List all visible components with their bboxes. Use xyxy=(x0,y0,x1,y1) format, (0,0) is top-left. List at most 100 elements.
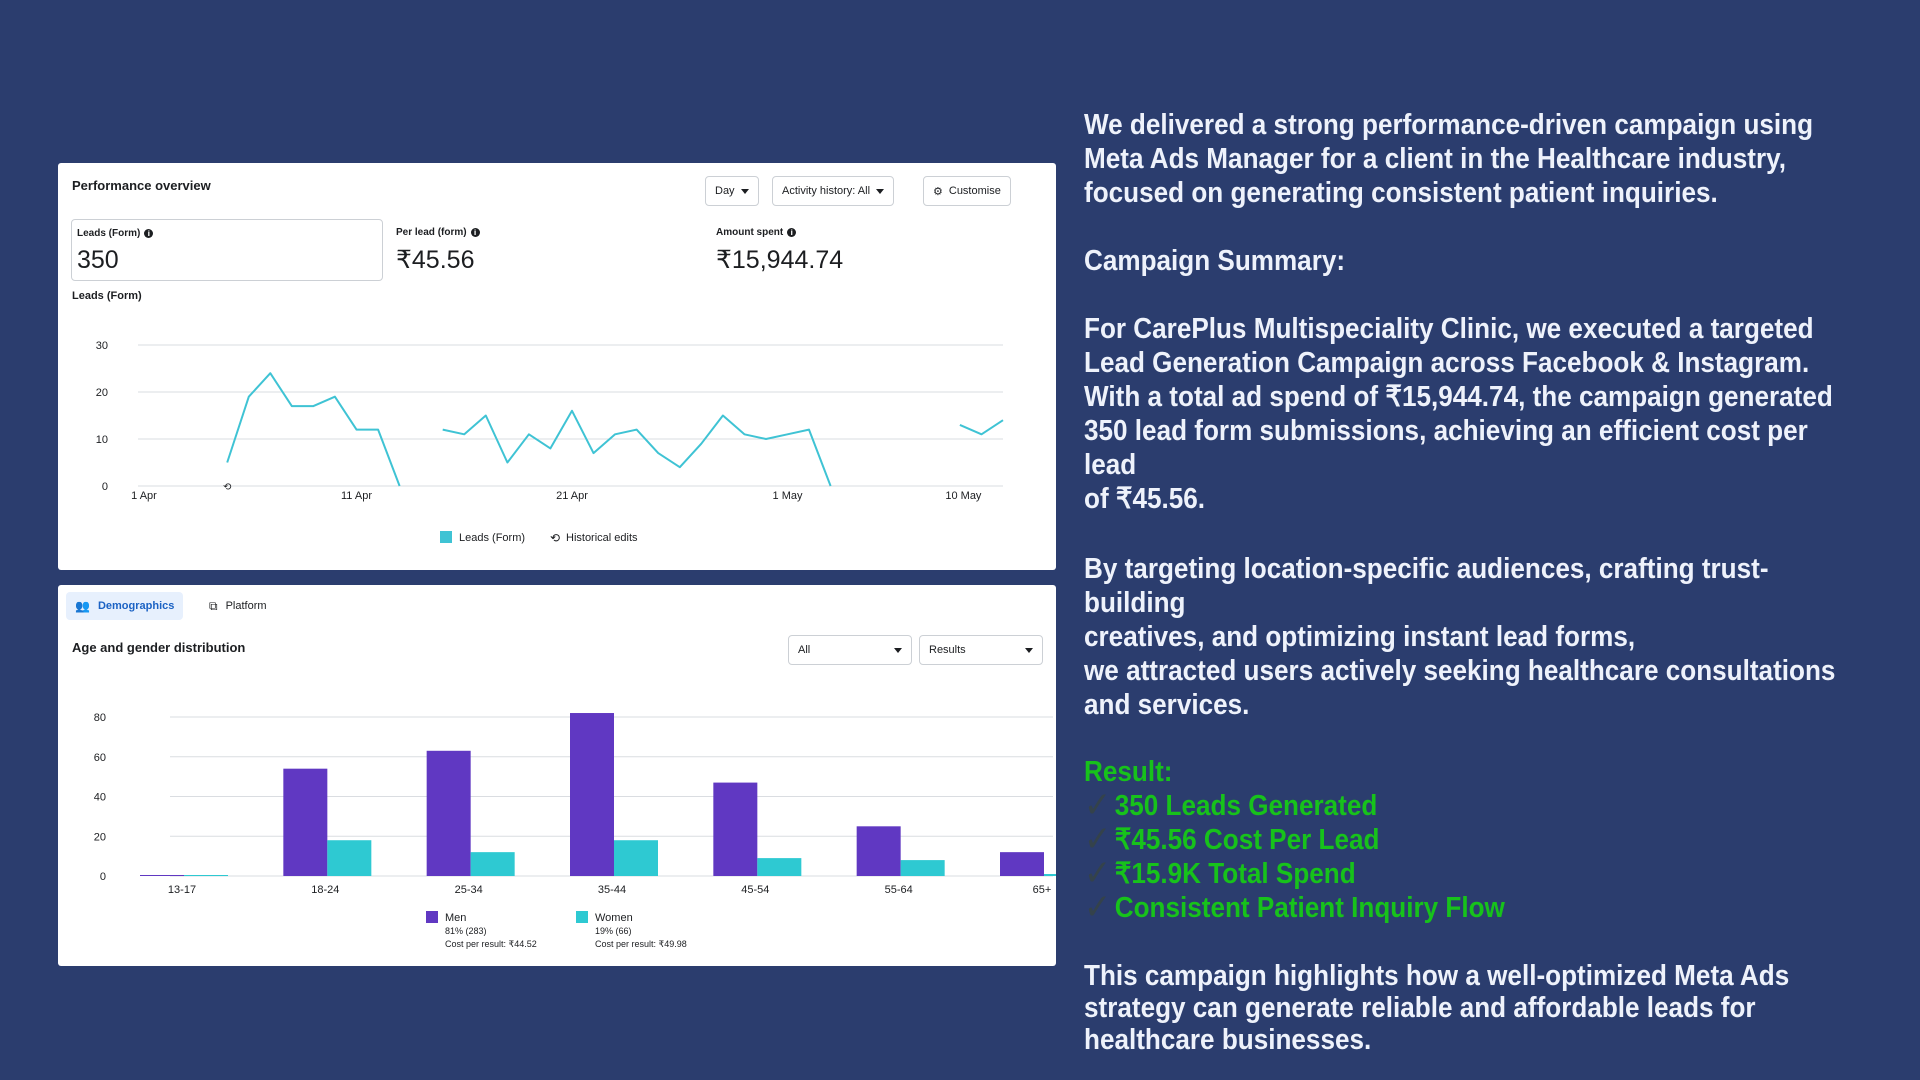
targeting-text: By targeting location-specific audiences… xyxy=(1084,553,1836,721)
y-tick-label: 0 xyxy=(100,871,106,883)
y-tick-label: 20 xyxy=(94,831,106,843)
result-text: ₹15.9K Total Spend xyxy=(1114,858,1356,890)
metric-value: ₹45.56 xyxy=(396,246,475,274)
y-tick-label: 30 xyxy=(96,340,108,352)
y-tick-label: 40 xyxy=(94,792,106,804)
bar-men-45-54 xyxy=(713,782,758,876)
result-text: Consistent Patient Inquiry Flow xyxy=(1114,892,1505,924)
metric-leads[interactable]: Leads (Form) i 350 xyxy=(71,219,383,281)
tab-platform[interactable]: ⧉ Platform xyxy=(200,592,276,620)
metric-label: Per lead (form) i xyxy=(396,227,480,238)
customise-label: Customise xyxy=(948,185,1001,197)
y-tick-label: 20 xyxy=(96,387,108,399)
checkmark-icon: ✓ xyxy=(1084,853,1112,894)
caret-down-icon xyxy=(1025,647,1033,653)
filter-all-dropdown[interactable]: All xyxy=(788,635,912,665)
caret-down-icon xyxy=(876,188,885,194)
info-icon[interactable]: i xyxy=(787,228,797,237)
platform-icon: ⧉ xyxy=(209,598,218,613)
result-item: ✓ ₹15.9K Total Spend xyxy=(1084,853,1840,894)
bar-women-65+ xyxy=(1044,874,1056,876)
y-tick-label: 80 xyxy=(94,712,106,724)
bar-women-35-44 xyxy=(614,840,658,876)
result-item: ✓ 350 Leads Generated xyxy=(1084,785,1840,826)
metric-label-text: Per lead (form) xyxy=(396,227,467,238)
metric-value: ₹15,944.74 xyxy=(716,246,844,274)
x-tick-label: 1 May xyxy=(773,490,803,502)
x-tick-label: 25-34 xyxy=(455,884,483,896)
legend-swatch-women xyxy=(576,911,588,923)
bar-men-18-24 xyxy=(283,768,328,876)
x-tick-label: 13-17 xyxy=(168,884,196,896)
chart-title: Leads (Form) xyxy=(72,290,142,302)
day-dropdown[interactable]: Day xyxy=(705,176,759,206)
metric-label: Leads (Form) i xyxy=(77,228,154,239)
filter-results-dropdown[interactable]: Results xyxy=(919,635,1043,665)
metric-per-lead[interactable]: Per lead (form) i ₹45.56 xyxy=(391,219,691,281)
bar-women-45-54 xyxy=(757,858,802,876)
bar-women-18-24 xyxy=(327,840,372,876)
result-heading: Result: xyxy=(1084,756,1173,788)
metric-amount-spent[interactable]: Amount spent i ₹15,944.74 xyxy=(711,219,1041,281)
info-icon[interactable]: i xyxy=(470,228,480,237)
x-tick-label: 1 Apr xyxy=(131,490,157,502)
x-tick-label: 11 Apr xyxy=(341,490,372,502)
metric-label: Amount spent i xyxy=(716,227,797,238)
legend-label-historical-edits: Historical edits xyxy=(566,532,638,544)
leads-series-line xyxy=(442,409,832,487)
bar-women-13-17 xyxy=(184,875,228,877)
customise-button[interactable]: ⚙ Customise xyxy=(923,176,1011,206)
bar-men-55-64 xyxy=(856,826,901,876)
leads-series-line xyxy=(226,372,401,487)
legend-label-men: Men xyxy=(445,912,466,924)
bar-men-25-34 xyxy=(426,750,471,876)
checkmark-icon: ✓ xyxy=(1084,785,1112,826)
activity-history-dropdown[interactable]: Activity history: All xyxy=(772,176,895,206)
result-text: 350 Leads Generated xyxy=(1114,790,1378,822)
y-tick-label: 0 xyxy=(102,481,108,493)
customise-icon: ⚙ xyxy=(933,185,943,198)
day-dropdown-label: Day xyxy=(715,185,735,197)
x-tick-label: 21 Apr xyxy=(556,490,588,502)
tab-label: Demographics xyxy=(97,600,175,612)
legend-share-men: 81% (283) xyxy=(445,926,487,936)
age-gender-bar-chart: 0 20 40 60 80 13-17 18-24 25-34 35-44 45-54 55-64 6… xyxy=(94,712,1056,949)
checkmark-icon: ✓ xyxy=(1084,887,1112,928)
leads-series-line xyxy=(959,419,1004,436)
x-tick-label: 18-24 xyxy=(311,884,339,896)
historical-edit-marker: ⟲ xyxy=(223,482,232,493)
x-tick-label: 45-54 xyxy=(741,884,769,896)
tab-demographics[interactable]: 👥 Demographics xyxy=(66,592,184,620)
metric-label-text: Amount spent xyxy=(716,227,784,238)
checkmark-icon: ✓ xyxy=(1084,819,1112,860)
closing-text: This campaign highlights how a well-opti… xyxy=(1084,960,1790,1056)
historical-edits-icon: ⟲ xyxy=(550,531,560,545)
tab-label: Platform xyxy=(225,600,267,612)
bar-men-13-17 xyxy=(140,875,184,877)
legend-cost-men: Cost per result: ₹44.52 xyxy=(445,939,537,949)
x-tick-label: 10 May xyxy=(945,490,982,502)
y-tick-label: 10 xyxy=(96,434,108,446)
filter-results-label: Results xyxy=(929,644,966,656)
x-tick-label: 35-44 xyxy=(598,884,626,896)
result-text: ₹45.56 Cost Per Lead xyxy=(1114,824,1380,856)
caret-down-icon xyxy=(740,188,749,194)
people-icon: 👥 xyxy=(75,599,90,613)
demographics-card: 👥 Demographics ⧉ Platform Age and gender… xyxy=(58,585,1056,966)
legend-label-leads: Leads (Form) xyxy=(459,532,525,544)
summary-heading: Campaign Summary: xyxy=(1084,245,1346,277)
result-item: ✓ Consistent Patient Inquiry Flow xyxy=(1084,887,1840,928)
filter-all-label: All xyxy=(798,644,811,656)
activity-history-label: Activity history: All xyxy=(782,185,871,197)
y-tick-label: 60 xyxy=(94,752,106,764)
metric-value: 350 xyxy=(77,246,119,274)
performance-overview-card: Performance overview Day Activity histor… xyxy=(58,163,1056,570)
card-title: Age and gender distribution xyxy=(72,640,246,655)
result-item: ✓ ₹45.56 Cost Per Lead xyxy=(1084,819,1840,860)
intro-text: We delivered a strong performance-driven… xyxy=(1084,109,1814,209)
x-tick-label: 65+ xyxy=(1033,884,1052,896)
legend-swatch-leads xyxy=(440,531,452,543)
info-icon[interactable]: i xyxy=(144,229,154,238)
leads-line-chart: 0 10 20 30 1 Apr 11 Apr 21 Apr 1 May 10 May ⟲ Lead… xyxy=(96,340,1004,545)
metric-label-text: Leads (Form) xyxy=(77,228,141,239)
